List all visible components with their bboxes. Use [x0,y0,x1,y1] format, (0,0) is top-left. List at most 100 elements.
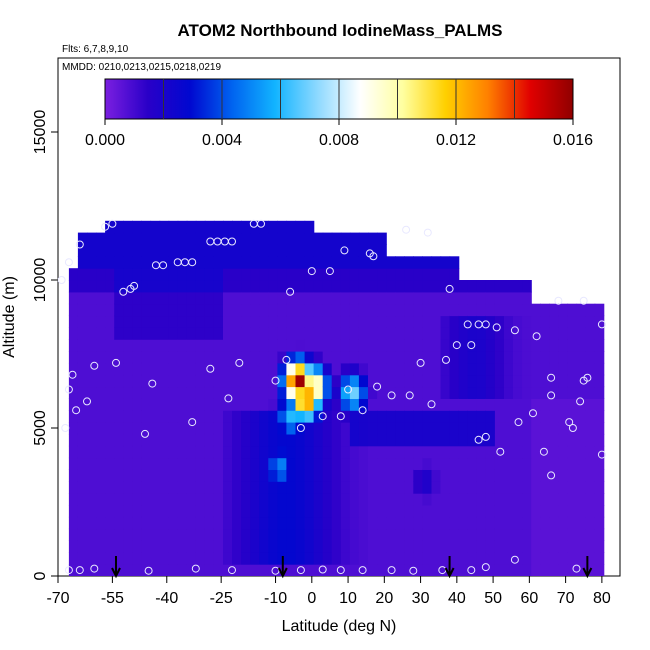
heatmap-cell [213,422,224,435]
heatmap-cell [295,481,306,494]
heatmap-cell [413,374,423,388]
heatmap-cell [368,457,378,470]
heatmap-cell [286,256,297,269]
observation-point [572,564,581,573]
heatmap-cell [232,339,242,352]
heatmap-cell [241,315,251,328]
heatmap-cell [204,552,215,565]
heatmap-cell [123,540,133,553]
heatmap-cell [313,232,324,245]
heatmap-cell [558,386,569,399]
observation-point [467,341,476,350]
heatmap-cell [77,351,88,364]
heatmap-cell [404,445,414,459]
heatmap-cell [150,232,161,245]
heatmap-cell [87,362,97,376]
heatmap-cell [395,280,405,293]
heatmap-cell [322,351,333,364]
heatmap-cell [259,540,269,553]
heatmap-cell [358,505,369,518]
heatmap-cell [358,315,369,328]
heatmap-cell [585,362,596,376]
heatmap-cell [114,362,124,376]
heatmap-cell [522,280,532,293]
heatmap-cell [223,362,233,376]
heatmap-cell [232,410,242,423]
heatmap-cell [431,327,442,340]
heatmap-cell [186,422,197,435]
heatmap-cell [304,220,315,234]
heatmap-cell [168,232,179,245]
heatmap-cell [186,410,197,423]
heatmap-cell [422,493,433,506]
heatmap-cell [87,291,97,305]
heatmap-cell [77,291,88,305]
heatmap-cell [567,528,578,541]
heatmap-cell [358,469,369,482]
heatmap-cell [494,398,505,411]
heatmap-cell [485,445,496,459]
heatmap-cell [322,268,333,281]
heatmap-cell [159,457,170,470]
heatmap-cell [105,445,115,459]
heatmap-cell [204,244,215,257]
heatmap-cell [485,303,496,317]
heatmap-cell [223,469,233,482]
heatmap-cell [105,327,115,340]
heatmap-cell [504,516,514,530]
observation-point [409,566,418,575]
heatmap-cell [368,244,378,257]
observation-point [325,267,334,276]
heatmap-cell [168,481,179,494]
heatmap-cell [159,232,170,245]
heatmap-cell [96,528,106,541]
heatmap-cell [195,422,206,435]
heatmap-cell [295,280,306,293]
heatmap-cell [404,469,414,482]
heatmap-cell [386,327,396,340]
heatmap-cell [68,327,79,340]
heatmap-cell [494,351,505,364]
heatmap-cell [132,339,142,352]
heatmap-cell [531,493,541,506]
heatmap-cell [504,528,514,541]
heatmap-cell [576,552,587,565]
heatmap-field [68,220,605,576]
heatmap-cell [476,315,487,328]
heatmap-cell [494,422,505,435]
heatmap-cell [77,564,88,576]
heatmap-cell [395,315,405,328]
heatmap-cell [241,280,251,293]
heatmap-cell [313,564,324,576]
heatmap-cell [295,445,306,459]
heatmap-cell [585,505,596,518]
heatmap-cell [150,552,161,565]
heatmap-cell [87,493,97,506]
arrow-marker-head [277,567,288,579]
heatmap-cell [223,374,233,388]
heatmap-cell [141,410,152,423]
heatmap-cell [404,433,414,447]
heatmap-cell [476,422,487,435]
heatmap-cell [150,469,161,482]
heatmap-cell [594,493,605,506]
heatmap-cell [531,433,541,447]
heatmap-cell [340,256,351,269]
heatmap-cell [395,268,405,281]
heatmap-cell [87,516,97,530]
heatmap-cell [594,505,605,518]
colorbar-tick-label: 0.008 [319,132,359,149]
heatmap-cell [449,256,460,269]
heatmap-cell [259,445,269,459]
heatmap-cell [259,374,269,388]
heatmap-cell [232,528,242,541]
heatmap-cell [87,244,97,257]
heatmap-cell [204,268,215,281]
heatmap-cell [331,445,342,459]
heatmap-cell [77,362,88,376]
heatmap-cell [422,552,433,565]
heatmap-cell [132,481,142,494]
heatmap-cell [358,351,369,364]
heatmap-cell [395,398,405,411]
heatmap-cell [259,291,269,305]
